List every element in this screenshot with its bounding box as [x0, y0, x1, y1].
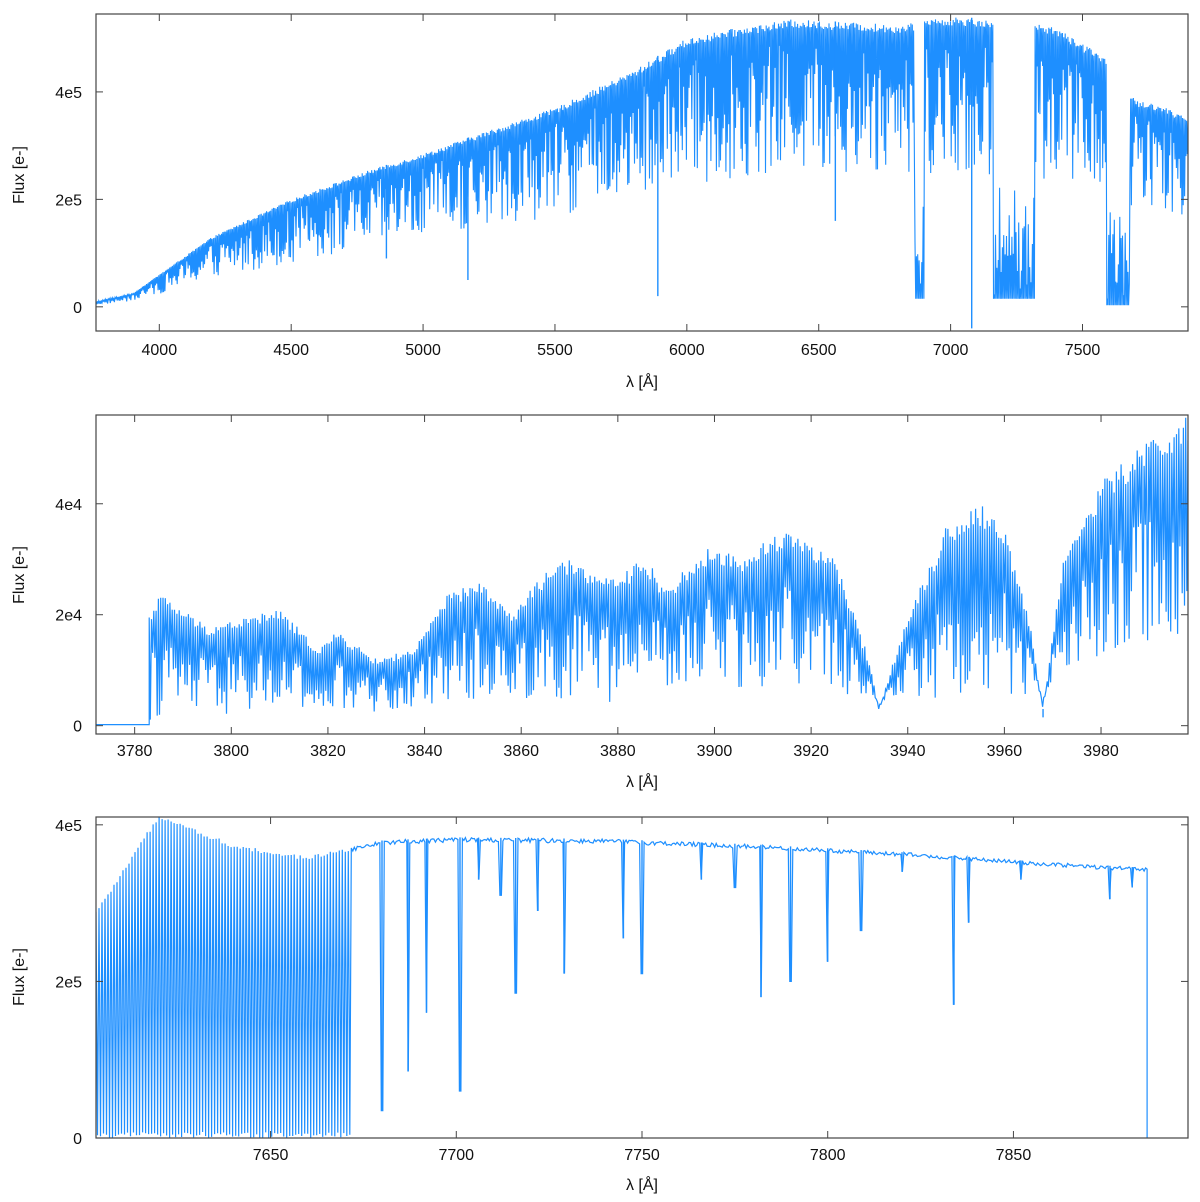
x-tick-label: 3780: [117, 743, 153, 760]
x-tick-label: 7850: [996, 1147, 1032, 1164]
x-tick-label: 5500: [537, 342, 573, 359]
panel-blue-zoom: 3780 3800 3820 3840 3860 3880 3900 3920 3940 3960…: [11, 414, 1189, 791]
y-tick-label: 2e5: [55, 192, 82, 209]
x-tick-label: 7650: [253, 1147, 289, 1164]
x-tick-label: 3860: [503, 743, 539, 760]
spectrum-trace: [96, 17, 1188, 306]
x-tick-label: 3920: [793, 743, 829, 760]
panel-full-spectrum: 4000 4500 5000 5500 6000 6500 7000 7500 0 2e5 4e5 λ…: [11, 13, 1189, 391]
x-tick-label: 4000: [142, 342, 178, 359]
y-axis-title: Flux [e-]: [11, 948, 28, 1006]
x-tick-label: 7750: [624, 1147, 660, 1164]
x-tick-label: 3880: [600, 743, 636, 760]
x-axis-title: λ [Å]: [626, 372, 658, 391]
x-axis-title: λ [Å]: [626, 772, 658, 791]
x-tick-label: 3960: [987, 743, 1023, 760]
x-tick-label: 5000: [405, 342, 441, 359]
y-tick-label: 4e5: [55, 85, 82, 102]
y-tick-label: 0: [73, 1131, 82, 1148]
y-axis-title: Flux [e-]: [11, 546, 28, 604]
spectrum-trace: [96, 817, 1148, 1138]
y-tick-label: 0: [73, 300, 82, 317]
x-tick-label: 3900: [697, 743, 733, 760]
x-tick-label: 3840: [407, 743, 443, 760]
spectrum-trace: [96, 417, 1188, 726]
y-tick-label: 2e5: [55, 974, 82, 991]
x-tick-label: 7500: [1065, 342, 1101, 359]
x-tick-label: 7700: [438, 1147, 474, 1164]
y-axis-title: Flux [e-]: [11, 146, 28, 204]
x-tick-label: 3980: [1083, 743, 1119, 760]
x-tick-label: 3940: [890, 743, 926, 760]
x-tick-label: 6500: [801, 342, 837, 359]
x-tick-label: 7000: [933, 342, 969, 359]
y-tick-label: 4e4: [55, 497, 82, 514]
y-tick-label: 0: [73, 719, 82, 736]
plot-frame: [95, 13, 1189, 332]
y-tick-label: 4e5: [55, 818, 82, 835]
y-tick-label: 2e4: [55, 608, 82, 625]
x-tick-label: 6000: [669, 342, 705, 359]
x-tick-label: 7800: [810, 1147, 846, 1164]
x-tick-label: 3820: [310, 743, 346, 760]
panel-red-zoom: 7650 7700 7750 7800 7850 0 2e5 4e5 λ [Å] Flux [e-…: [11, 816, 1189, 1194]
x-tick-label: 4500: [273, 342, 309, 359]
x-tick-label: 3800: [213, 743, 249, 760]
x-axis-title: λ [Å]: [626, 1175, 658, 1194]
plot-frame: [95, 414, 1189, 735]
